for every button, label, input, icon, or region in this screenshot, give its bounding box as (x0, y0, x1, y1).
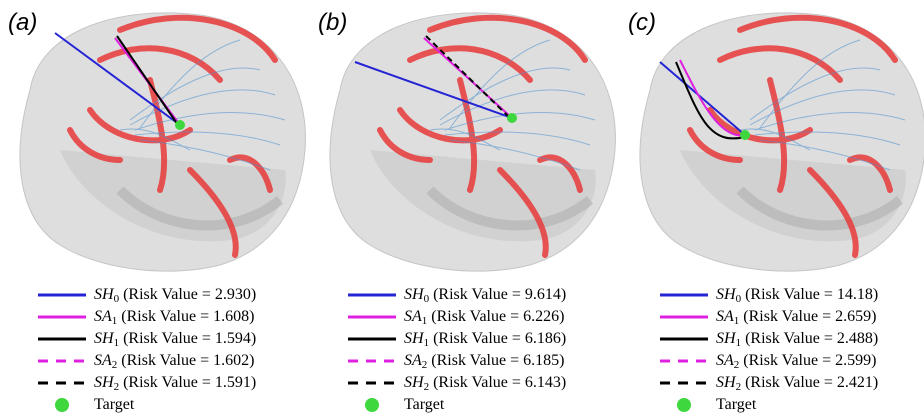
figure: (a)SH0(Risk Value = 2.930)SA1(Risk Value… (0, 0, 924, 413)
legend-text: (Risk Value = 1.594) (123, 330, 256, 347)
legend-subscript: 1 (736, 337, 742, 349)
legend-entry: SH1(Risk Value = 6.186) (404, 330, 566, 349)
legend-text: (Risk Value = 2.930) (123, 286, 256, 303)
legend-subscript: 0 (424, 293, 430, 305)
legend-symbol: SH (94, 286, 115, 303)
legend-subscript: 1 (114, 337, 120, 349)
legend-text: (Risk Value = 14.18) (745, 286, 878, 303)
legend-subscript: 2 (112, 359, 118, 371)
legend-entry: SA1(Risk Value = 1.608) (94, 308, 254, 327)
legend-text: (Risk Value = 2.488) (745, 330, 878, 347)
legend-text: Target (404, 396, 445, 413)
legend-symbol: SH (94, 330, 115, 347)
legend-symbol: SH (404, 374, 425, 391)
legend-entry: SH2(Risk Value = 6.143) (404, 374, 566, 393)
legend-text: (Risk Value = 6.186) (433, 330, 566, 347)
legend-entry: SH2(Risk Value = 1.591) (94, 374, 256, 393)
legend-entry: Target (94, 396, 135, 413)
legend-subscript: 0 (114, 293, 120, 305)
legend-symbol: SH (716, 286, 737, 303)
legend-entry: SA1(Risk Value = 6.226) (404, 308, 564, 327)
legend-subscript: 1 (422, 315, 428, 327)
legend-symbol: SA (716, 308, 734, 325)
legend-symbol: SH (716, 330, 737, 347)
legend-marker (677, 398, 691, 412)
legend-symbol: SH (716, 374, 737, 391)
legend-entry: SH1(Risk Value = 2.488) (716, 330, 878, 349)
panel-label: (c) (628, 9, 656, 36)
legend-entry: Target (404, 396, 445, 413)
legend-entry: SA2(Risk Value = 2.599) (716, 352, 876, 371)
legend-entry: SH0(Risk Value = 9.614) (404, 286, 566, 305)
legend-subscript: 1 (424, 337, 430, 349)
legend-symbol: SA (404, 352, 422, 369)
legend-text: (Risk Value = 2.599) (743, 352, 876, 369)
legend-entry: SA2(Risk Value = 6.185) (404, 352, 564, 371)
legend-entry: SA1(Risk Value = 2.659) (716, 308, 876, 327)
legend-marker (55, 398, 69, 412)
legend-symbol: SA (716, 352, 734, 369)
legend-entry: SH1(Risk Value = 1.594) (94, 330, 256, 349)
panel-image (640, 13, 924, 271)
panel-label: (b) (318, 9, 347, 36)
legend-subscript: 2 (736, 381, 742, 393)
legend-text: (Risk Value = 2.421) (745, 374, 878, 391)
legend-subscript: 0 (736, 293, 742, 305)
legend-symbol: SH (404, 330, 425, 347)
legend-symbol: SH (94, 374, 115, 391)
legend-entry: Target (716, 396, 757, 413)
legend-entry: SA2(Risk Value = 1.602) (94, 352, 254, 371)
legend-text: (Risk Value = 9.614) (433, 286, 566, 303)
legend-text: (Risk Value = 6.185) (431, 352, 564, 369)
panel-image (20, 13, 305, 271)
legend-text: (Risk Value = 2.659) (743, 308, 876, 325)
legend-text: (Risk Value = 1.608) (121, 308, 254, 325)
legend-entry: SH2(Risk Value = 2.421) (716, 374, 878, 393)
legend-subscript: 2 (734, 359, 740, 371)
legend-marker (365, 398, 379, 412)
legend-subscript: 2 (424, 381, 430, 393)
panel-image (330, 13, 615, 271)
legend-subscript: 1 (734, 315, 740, 327)
legend-symbol: SH (404, 286, 425, 303)
legend-text: Target (716, 396, 757, 413)
legend-text: (Risk Value = 1.602) (121, 352, 254, 369)
legend-entry: SH0(Risk Value = 14.18) (716, 286, 878, 305)
legend-text: Target (94, 396, 135, 413)
panel-label: (a) (8, 9, 37, 36)
legend-symbol: SA (94, 352, 112, 369)
legend-subscript: 1 (112, 315, 118, 327)
legend-subscript: 2 (114, 381, 120, 393)
legend-text: (Risk Value = 6.226) (431, 308, 564, 325)
legend-entry: SH0(Risk Value = 2.930) (94, 286, 256, 305)
legend-symbol: SA (404, 308, 422, 325)
legend-text: (Risk Value = 1.591) (123, 374, 256, 391)
legend-symbol: SA (94, 308, 112, 325)
legend-text: (Risk Value = 6.143) (433, 374, 566, 391)
legend-subscript: 2 (422, 359, 428, 371)
